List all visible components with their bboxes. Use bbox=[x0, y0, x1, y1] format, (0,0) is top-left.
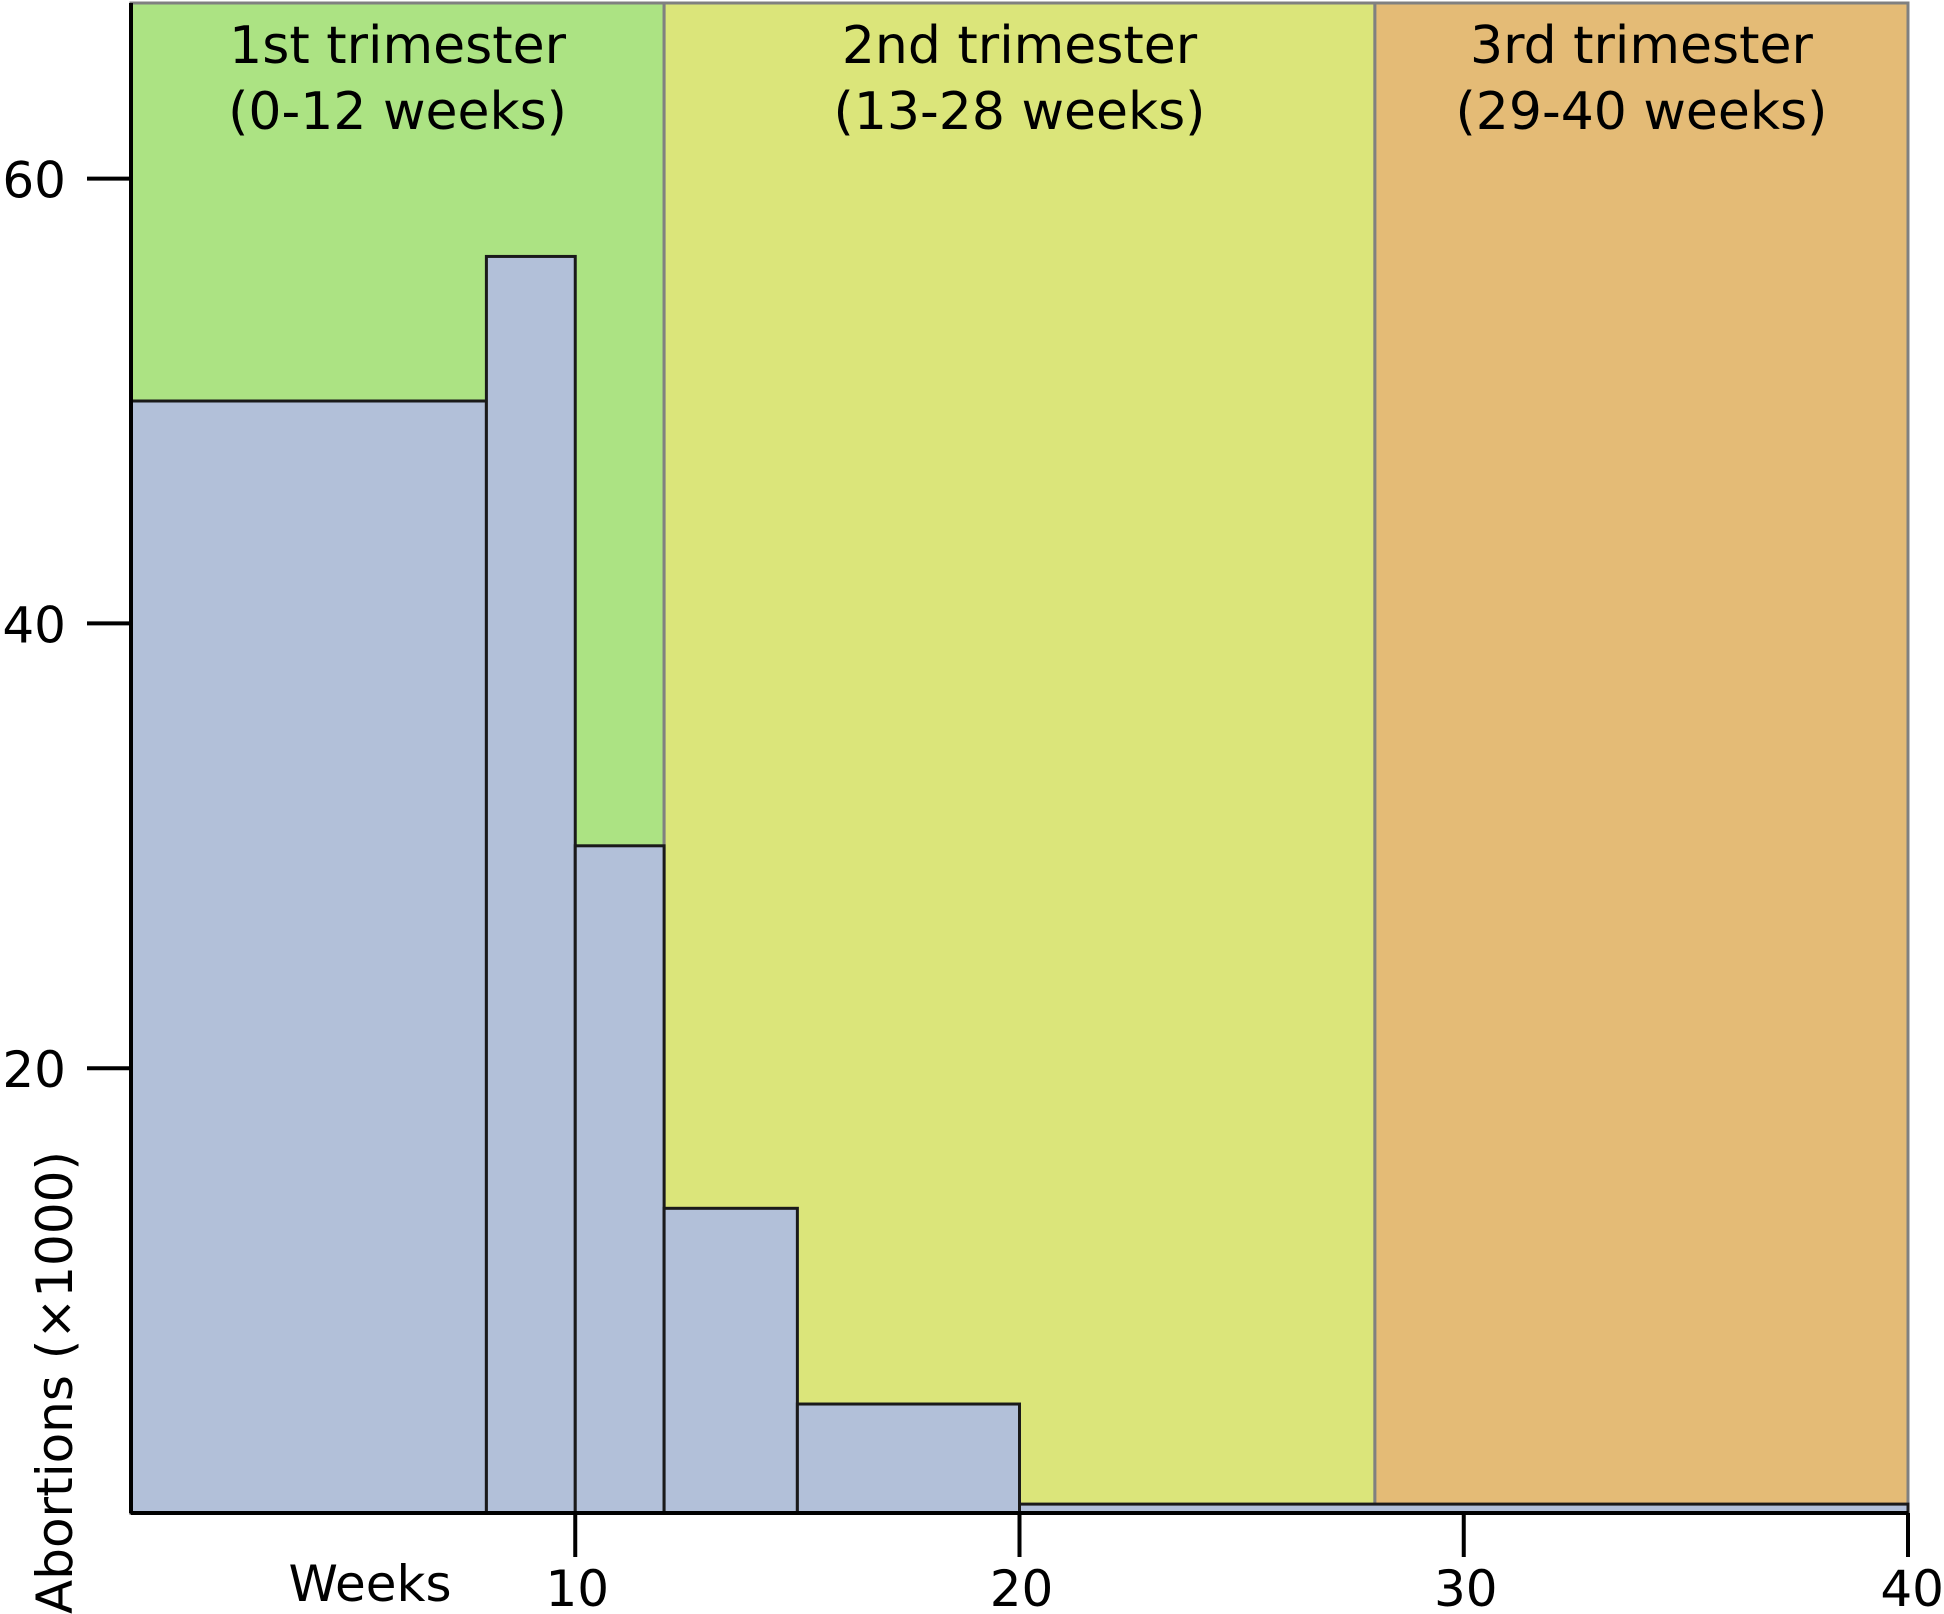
trimester-band-3 bbox=[1373, 1, 1910, 1515]
trimester-range-3: (29-40 weeks) bbox=[1455, 82, 1827, 142]
trimester-title-2: 2nd trimester bbox=[842, 16, 1198, 76]
histogram-bar-4 bbox=[662, 1206, 799, 1515]
x-tick-label-20: 20 bbox=[990, 1560, 1054, 1614]
trimester-labels: 1st trimester(0-12 weeks) 2nd trimester(1… bbox=[228, 16, 1827, 142]
trimester-range-2: (13-28 weeks) bbox=[834, 82, 1206, 142]
y-axis-label: Abortions (×1000) bbox=[26, 1151, 84, 1614]
trimester-range-1: (0-12 weeks) bbox=[228, 82, 567, 142]
histogram-bar-3 bbox=[573, 844, 666, 1515]
x-tick-label-10: 10 bbox=[545, 1560, 609, 1614]
y-tick-label-20: 20 bbox=[2, 1041, 66, 1099]
axes: 20 40 60 10 20 30 40 bbox=[2, 3, 1944, 1614]
histogram-bars bbox=[129, 254, 1910, 1515]
trimester-title-1: 1st trimester bbox=[229, 16, 566, 76]
x-tick-label-30: 30 bbox=[1434, 1560, 1498, 1614]
histogram-bar-5 bbox=[795, 1402, 1021, 1515]
histogram-bar-1 bbox=[129, 399, 488, 1515]
x-axis-label: Weeks bbox=[288, 1555, 451, 1613]
trimester-title-3: 3rd trimester bbox=[1470, 16, 1813, 76]
histogram-bar-2 bbox=[484, 254, 577, 1515]
y-tick-label-40: 40 bbox=[2, 596, 66, 654]
x-tick-label-40: 40 bbox=[1880, 1560, 1944, 1614]
y-tick-label-60: 60 bbox=[2, 152, 66, 210]
